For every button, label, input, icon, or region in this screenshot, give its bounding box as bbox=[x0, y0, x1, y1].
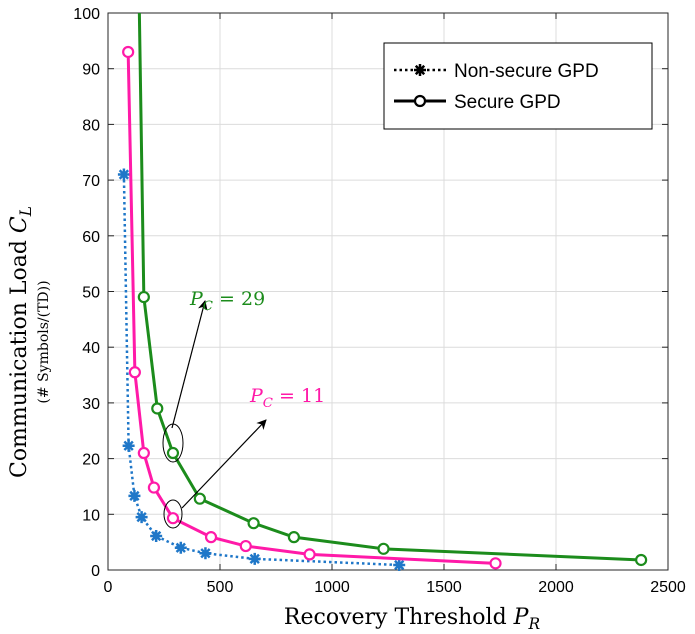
series-1-point-3 bbox=[147, 481, 161, 494]
series-0-point-0 bbox=[117, 168, 130, 181]
x-tick-label-5: 2500 bbox=[650, 579, 686, 596]
series-0-point-3 bbox=[135, 511, 148, 524]
y-axis-label: Communication Load CL bbox=[7, 206, 35, 478]
series-1-point-0 bbox=[122, 45, 135, 59]
x-tick-label-3: 1500 bbox=[426, 579, 462, 596]
y-tick-label-10: 100 bbox=[73, 6, 100, 23]
axis-ticks: 0 500 1000 1500 2000 2500 0 10 20 30 40 50 60 70 80 90 1… bbox=[73, 6, 686, 596]
series-1-point-7 bbox=[303, 548, 316, 561]
series-2-point-7 bbox=[635, 553, 648, 567]
annotation-layer: PC = 29 PC = 11 bbox=[162, 288, 325, 529]
series-2-point-2 bbox=[166, 446, 180, 460]
series-0 bbox=[117, 168, 406, 571]
annotation-pc29: PC = 29 bbox=[189, 288, 265, 314]
series-0-point-6 bbox=[199, 547, 212, 560]
y-tick-label-3: 30 bbox=[82, 396, 100, 413]
y-tick-label-8: 80 bbox=[82, 117, 100, 134]
x-tick-label-4: 2000 bbox=[538, 579, 574, 596]
y-tick-label-5: 50 bbox=[82, 285, 100, 302]
series-2-point-0 bbox=[137, 290, 150, 304]
series-2-point-5 bbox=[287, 531, 301, 544]
series-2-point-3 bbox=[193, 492, 206, 505]
legend-label-0: Non-secure GPD bbox=[454, 61, 599, 82]
x-tick-label-2: 1000 bbox=[314, 579, 350, 596]
annotation-pc11: PC = 11 bbox=[249, 385, 325, 411]
y-tick-label-4: 40 bbox=[82, 340, 100, 357]
series-0-point-7 bbox=[248, 552, 261, 565]
series-0-point-8 bbox=[393, 558, 406, 571]
series-2 bbox=[137, 12, 648, 567]
y-tick-label-2: 20 bbox=[82, 452, 100, 469]
series-2-point-4 bbox=[247, 517, 260, 530]
series-1-point-4 bbox=[166, 512, 180, 525]
series-2-point-1 bbox=[151, 402, 164, 415]
series-0-point-2 bbox=[128, 489, 141, 502]
series-layer bbox=[117, 12, 648, 571]
legend: Non-secure GPD Secure GPD bbox=[383, 42, 653, 130]
series-1 bbox=[122, 45, 502, 570]
annotation-arrow-pc29 bbox=[171, 300, 208, 429]
series-0-point-1 bbox=[122, 439, 135, 452]
y-axis-secondary-label: (# Symbols/(TD)) bbox=[36, 280, 52, 403]
y-tick-label-9: 90 bbox=[82, 62, 100, 79]
series-2-point-6 bbox=[377, 542, 390, 555]
y-tick-label-0: 0 bbox=[91, 563, 100, 580]
series-1-point-1 bbox=[128, 366, 141, 379]
y-tick-label-7: 70 bbox=[82, 173, 100, 190]
annotation-arrow-pc11 bbox=[181, 419, 267, 509]
series-1-point-5 bbox=[204, 531, 218, 544]
legend-marker-0 bbox=[414, 64, 426, 76]
legend-label-1: Secure GPD bbox=[454, 92, 561, 113]
x-axis-label: Recovery Threshold PR bbox=[284, 605, 541, 633]
legend-marker-1 bbox=[413, 94, 427, 108]
legend-box bbox=[383, 42, 653, 130]
series-1-point-8 bbox=[489, 557, 502, 570]
series-0-line bbox=[122, 174, 400, 567]
y-tick-label-1: 10 bbox=[82, 507, 100, 524]
y-tick-label-6: 60 bbox=[82, 229, 100, 246]
series-1-point-6 bbox=[239, 539, 252, 553]
series-0-point-5 bbox=[174, 541, 187, 554]
legend-item-1: Secure GPD bbox=[394, 92, 561, 113]
x-tick-label-1: 500 bbox=[207, 579, 234, 596]
series-1-point-2 bbox=[137, 446, 150, 460]
x-tick-label-0: 0 bbox=[104, 579, 113, 596]
series-0-point-4 bbox=[150, 530, 163, 543]
annotation-ellipse-pc11 bbox=[163, 499, 183, 529]
legend-item-0: Non-secure GPD bbox=[394, 61, 599, 82]
